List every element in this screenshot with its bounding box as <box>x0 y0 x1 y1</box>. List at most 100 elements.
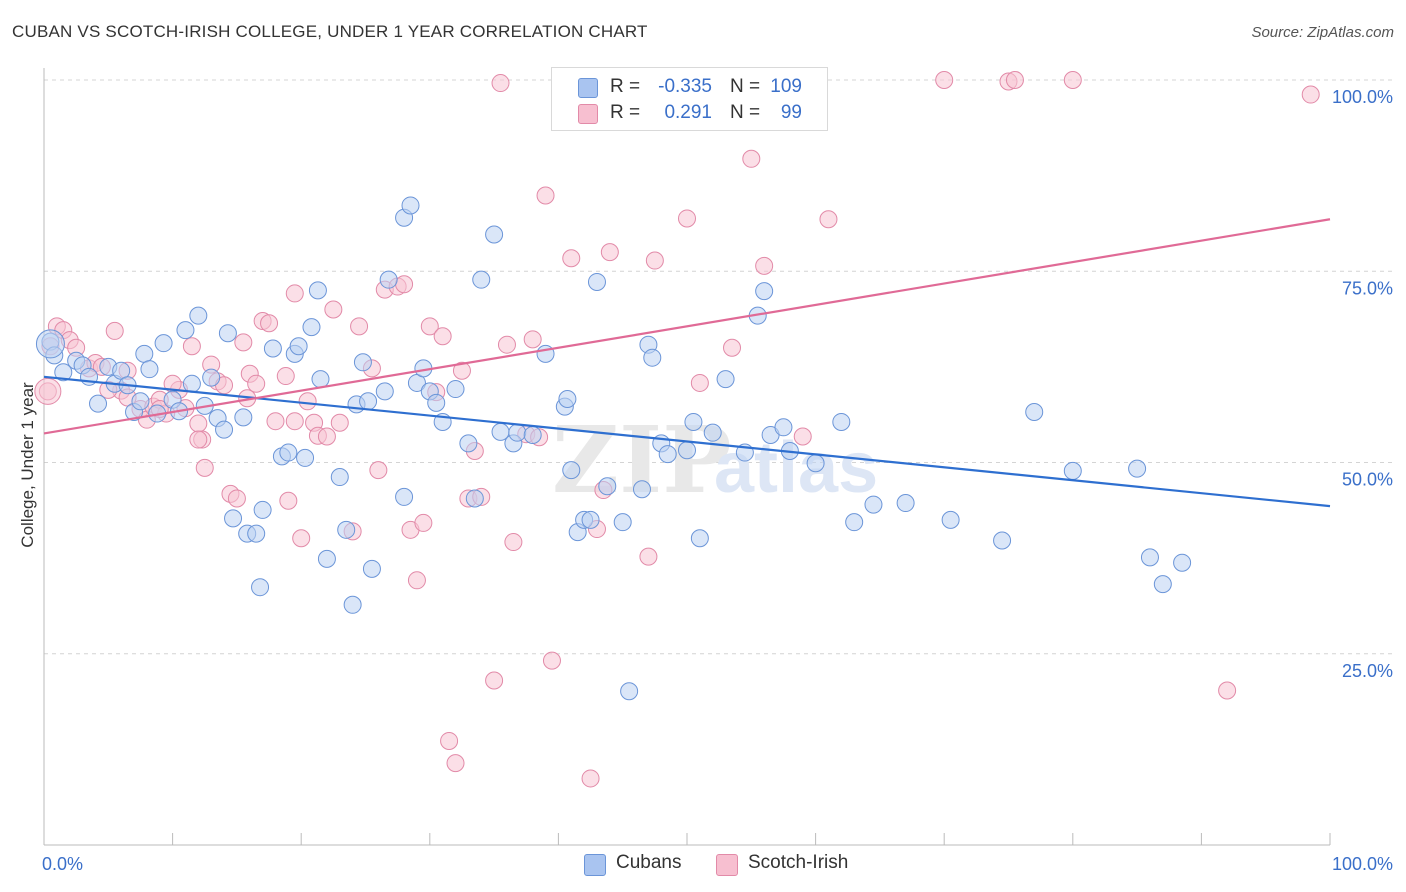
cubans-point <box>330 468 349 487</box>
scotch-irish-point <box>414 513 433 532</box>
scotch-irish-point <box>678 209 696 228</box>
scotch-irish-point <box>189 430 208 449</box>
legend-r-value: -0.335 <box>658 76 712 97</box>
cubans-point <box>202 368 221 387</box>
cubans-point <box>620 682 639 701</box>
scotch-irish-point <box>497 335 516 354</box>
scotch-irish-point <box>195 458 214 477</box>
scotch-irish-point <box>420 317 439 336</box>
scotch-irish-point <box>395 275 414 294</box>
cubans-point <box>89 394 108 413</box>
scotch-irish-point <box>350 317 369 336</box>
scotch-irish-point <box>330 413 349 432</box>
scotch-irish-point <box>793 427 812 446</box>
cubans-point <box>337 520 356 539</box>
scotch-irish-point <box>491 74 510 93</box>
cubans-point <box>472 270 491 289</box>
cubans-point <box>643 348 662 367</box>
watermark: ZIP atlas <box>552 406 878 514</box>
scotch-irish-point <box>433 327 452 346</box>
cubans-point <box>587 272 606 291</box>
cubans-point <box>1173 553 1192 572</box>
cubans-point <box>234 408 253 427</box>
scotch-irish-point <box>369 461 388 480</box>
scotch-irish-point <box>182 337 201 356</box>
scotch-irish-point <box>247 374 266 393</box>
scotch-irish-point <box>504 533 523 552</box>
y-tick-label: 100.0% <box>1332 87 1393 107</box>
cubans-point <box>317 549 336 568</box>
stats-legend: R = -0.335 N = 109 R = 0.291 N = 99 <box>551 67 828 131</box>
cubans-point <box>395 487 414 506</box>
cubans-point <box>253 500 272 519</box>
cubans-point <box>684 412 703 431</box>
cubans-point <box>1140 548 1159 567</box>
cubans-point <box>427 393 446 412</box>
legend-n-label: N = <box>730 76 761 97</box>
legend-swatch-cubans <box>578 78 598 98</box>
cubans-point <box>154 334 173 353</box>
cubans-point <box>581 510 600 529</box>
scotch-irish-point <box>189 414 208 433</box>
legend-swatch-scotch-irish <box>716 854 738 876</box>
y-tick-label: 50.0% <box>1342 470 1393 490</box>
scotch-irish-point <box>523 330 542 349</box>
scotch-irish-point <box>819 210 838 229</box>
cubans-point <box>308 281 327 300</box>
scotch-irish-point <box>317 427 336 446</box>
cubans-point <box>755 282 774 301</box>
cubans-point <box>251 578 270 597</box>
tick-labels: 25.0% 50.0% 75.0% 100.0% 0.0% 100.0% <box>42 87 1393 874</box>
scotch-irish-point <box>292 529 311 548</box>
cubans-point <box>1153 575 1172 594</box>
cubans-point <box>182 374 201 393</box>
legend-r-label: R = <box>610 102 641 123</box>
legend-n-value: 109 <box>770 76 802 97</box>
cubans-point <box>131 392 150 411</box>
cubans-point <box>806 454 825 473</box>
scotch-irish-point <box>755 256 774 275</box>
cubans-point <box>658 445 677 464</box>
scotch-irish-point <box>485 671 504 690</box>
chart-source: Source: ZipAtlas.com <box>1251 24 1394 41</box>
legend-n-value: 99 <box>780 102 802 123</box>
scotch-irish-point <box>227 489 246 508</box>
cubans-point <box>247 524 266 543</box>
cubans-point <box>716 370 735 389</box>
cubans-point <box>774 418 793 437</box>
cubans-point <box>864 495 883 514</box>
cubans-point <box>896 494 915 513</box>
scotch-irish-point <box>279 491 298 510</box>
cubans-point <box>279 443 298 462</box>
cubans-point <box>508 423 527 442</box>
scotch-irish-trend-line <box>43 218 1331 435</box>
cubans-point <box>189 306 208 325</box>
scotch-irish-point <box>34 377 62 405</box>
scotch-irish-point <box>639 547 658 566</box>
cubans-point <box>832 412 851 431</box>
cubans-point <box>218 324 237 343</box>
cubans-point <box>459 434 478 453</box>
cubans-point <box>1128 459 1147 478</box>
scotch-irish-point <box>935 71 954 89</box>
legend-row-scotch-irish: R = 0.291 N = 99 <box>552 100 827 126</box>
legend-row-cubans: R = -0.335 N = 109 <box>552 74 827 100</box>
scotch-irish-point <box>1005 71 1024 89</box>
scotch-irish-point <box>536 186 555 205</box>
cubans-point <box>941 510 960 529</box>
scotch-irish-point <box>285 412 304 431</box>
scotch-irish-point <box>645 251 664 270</box>
cubans-point <box>215 420 234 439</box>
cubans-point <box>224 509 243 528</box>
cubans-point <box>359 392 378 411</box>
scotch-irish-point <box>742 149 761 168</box>
scotch-irish-point <box>1063 71 1082 89</box>
cubans-point <box>845 513 864 532</box>
cubans-point <box>465 489 484 508</box>
scotch-irish-point <box>1218 681 1237 700</box>
scotch-irish-point <box>562 249 581 268</box>
cubans-point <box>289 337 308 356</box>
scotch-irish-point <box>446 754 465 773</box>
cubans-point <box>598 477 617 496</box>
